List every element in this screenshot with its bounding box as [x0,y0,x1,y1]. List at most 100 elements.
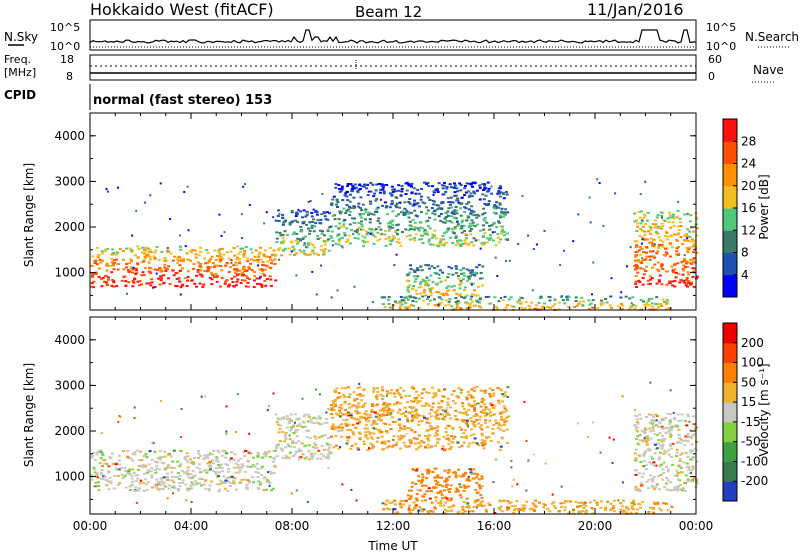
echo-cell [109,264,112,267]
echo-cell [460,444,464,447]
echo-cell [660,283,664,286]
echo-cell [103,275,107,277]
echo-cell [331,406,335,409]
echo-cell [262,477,266,480]
echo-cell [475,492,479,495]
echo-cell [655,282,659,285]
echo-cell [396,411,400,414]
echo-cell [688,236,692,238]
echo-cell [134,479,138,482]
echo-cell [686,271,690,274]
echo-cell [385,500,389,503]
echo-cell [418,442,422,445]
echo-cell [620,291,623,294]
echo-cell [347,402,351,405]
echo-cell [400,185,404,188]
echo-cell [218,488,222,491]
echo-cell [679,221,683,224]
echo-cell [239,282,243,284]
echo-cell [126,292,128,295]
echo-cell [506,238,509,241]
echo-cell [665,283,669,286]
echo-cell [651,422,655,425]
echo-cell [480,277,484,280]
echo-cell [631,304,635,306]
echo-cell [190,501,193,503]
echo-cell [316,219,320,222]
echo-cell [641,276,645,279]
echo-cell [610,277,613,280]
echo-cell [304,425,308,428]
echo-cell [438,303,442,306]
echo-cell [502,424,506,426]
echo-cell [106,284,110,286]
echo-cell [262,253,266,256]
echo-cell [295,417,299,420]
echo-cell [166,249,170,252]
echo-cell [606,500,610,503]
echo-cell [134,486,138,489]
echo-cell [331,214,335,217]
echo-cell [445,287,449,289]
echo-cell [443,489,446,492]
echo-cell [219,463,223,466]
echo-cell [358,436,362,439]
echo-cell [411,204,415,207]
echo-cell [193,249,197,252]
echo-cell [372,300,374,303]
echo-cell [470,185,474,188]
echo-cell [581,510,585,512]
echo-cell [101,252,105,255]
echo-cell [557,510,561,512]
echo-cell [185,285,189,287]
echo-cell [635,512,638,514]
echo-cell [437,389,441,392]
echo-cell [295,435,299,438]
echo-cell [467,196,471,199]
echo-cell [296,241,300,244]
echo-cell [154,471,158,474]
echo-cell [685,277,689,279]
echo-cell [263,222,266,225]
echo-cell [662,301,666,303]
echo-cell [479,501,483,504]
echo-cell [164,269,168,272]
echo-cell [456,199,460,202]
echo-cell [640,248,644,250]
echo-cell [356,191,360,194]
echo-cell [179,248,183,251]
echo-cell [127,470,131,473]
echo-cell [395,389,399,392]
echo-cell [502,499,506,502]
echo-cell [490,185,493,188]
echo-cell [519,509,523,511]
echo-cell [383,406,387,409]
echo-cell [684,262,688,265]
echo-cell [162,281,166,284]
echo-cell [155,487,159,490]
echo-cell [429,294,433,297]
echo-cell [391,223,394,226]
echo-cell [330,236,334,239]
echo-cell [350,444,354,447]
echo-cell [106,480,110,483]
echo-cell [318,221,322,224]
echo-cell [584,504,588,507]
echo-cell [374,199,378,202]
echo-cell [159,275,163,278]
echo-cell [481,284,485,287]
echo-cell [426,196,430,199]
colorbar-segment [723,163,737,187]
echo-cell [213,276,217,279]
echo-cell [442,184,446,187]
echo-cell [352,207,356,210]
echo-cell [359,228,363,231]
echo-cell [467,201,471,204]
echo-cell [450,393,454,396]
echo-cell [419,508,423,510]
echo-cell [690,281,693,284]
echo-cell [243,470,247,473]
colorbar-segment [723,362,737,383]
echo-cell [138,280,142,283]
echo-cell [641,472,645,475]
